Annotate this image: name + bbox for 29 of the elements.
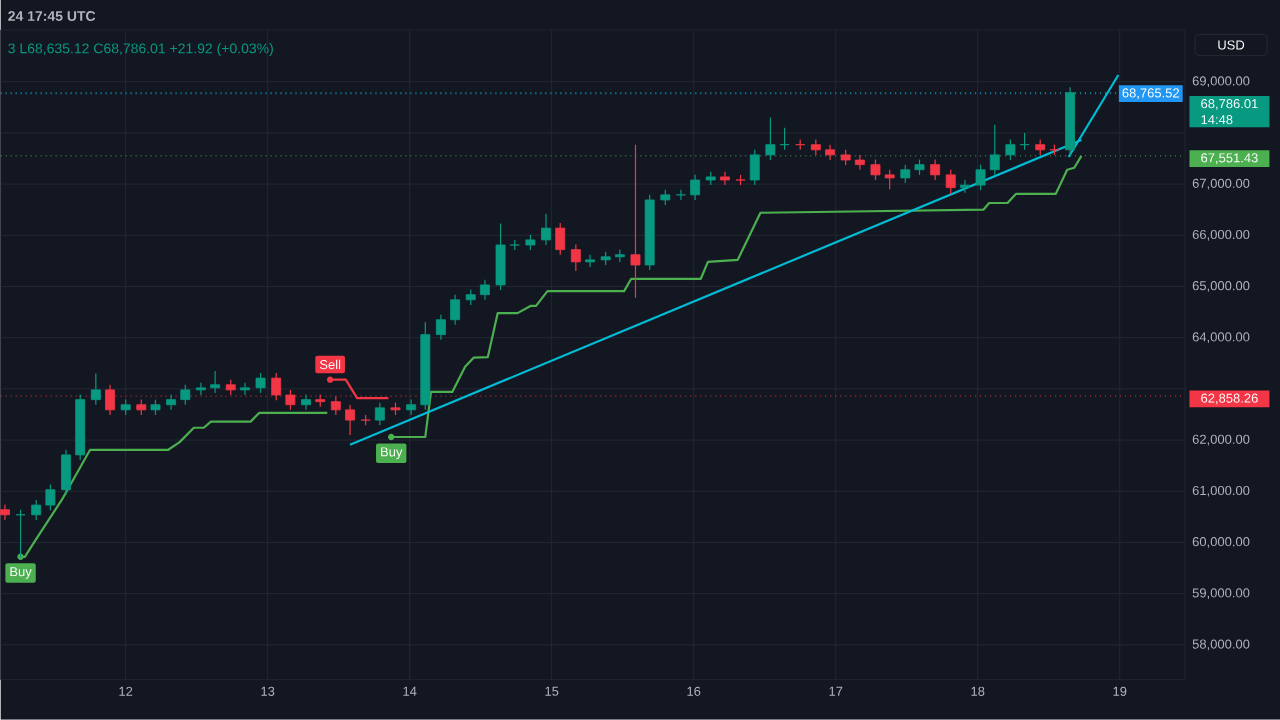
y-tick-label: 60,000.00 bbox=[1192, 537, 1250, 548]
ref-line-label: 67,551.43 bbox=[1201, 153, 1258, 165]
annotation: Buy bbox=[10, 567, 32, 579]
x-tick-label: 19 bbox=[1113, 686, 1127, 697]
annotation: Sell bbox=[319, 359, 341, 370]
x-tick-label: 15 bbox=[545, 686, 559, 696]
y-tick-label: 58,000.00 bbox=[1192, 639, 1250, 651]
x-tick-label: 18 bbox=[971, 686, 985, 697]
x-tick-label: 17 bbox=[829, 686, 843, 696]
ref-line-label: 68,786.01 bbox=[1201, 99, 1258, 110]
text: 14:48 bbox=[1201, 115, 1233, 125]
text: 3 L68,635.12 C68,786.01 +21.92 (+0.03%) bbox=[8, 43, 273, 57]
y-axis-title: USD bbox=[1218, 40, 1245, 50]
y-tick-label: 59,000.00 bbox=[1192, 588, 1250, 600]
x-tick-label: 14 bbox=[403, 686, 417, 696]
y-tick-label: 67,000.00 bbox=[1192, 178, 1250, 190]
y-tick-label: 69,000.00 bbox=[1192, 76, 1250, 88]
annotation: Buy bbox=[381, 447, 403, 460]
y-tick-label: 61,000.00 bbox=[1192, 486, 1250, 497]
y-tick-label: 65,000.00 bbox=[1192, 281, 1250, 293]
ref-line-label: 62,858.26 bbox=[1201, 393, 1258, 405]
x-tick-label: 16 bbox=[687, 686, 701, 697]
ref-line-label: 68,765.52 bbox=[1122, 88, 1179, 100]
chart-title: 24 17:45 UTC bbox=[8, 11, 96, 22]
x-tick-label: 13 bbox=[261, 686, 275, 697]
y-tick-label: 66,000.00 bbox=[1192, 230, 1250, 241]
x-tick-label: 12 bbox=[119, 686, 133, 696]
y-tick-label: 64,000.00 bbox=[1192, 332, 1250, 344]
y-tick-label: 62,000.00 bbox=[1192, 434, 1250, 446]
